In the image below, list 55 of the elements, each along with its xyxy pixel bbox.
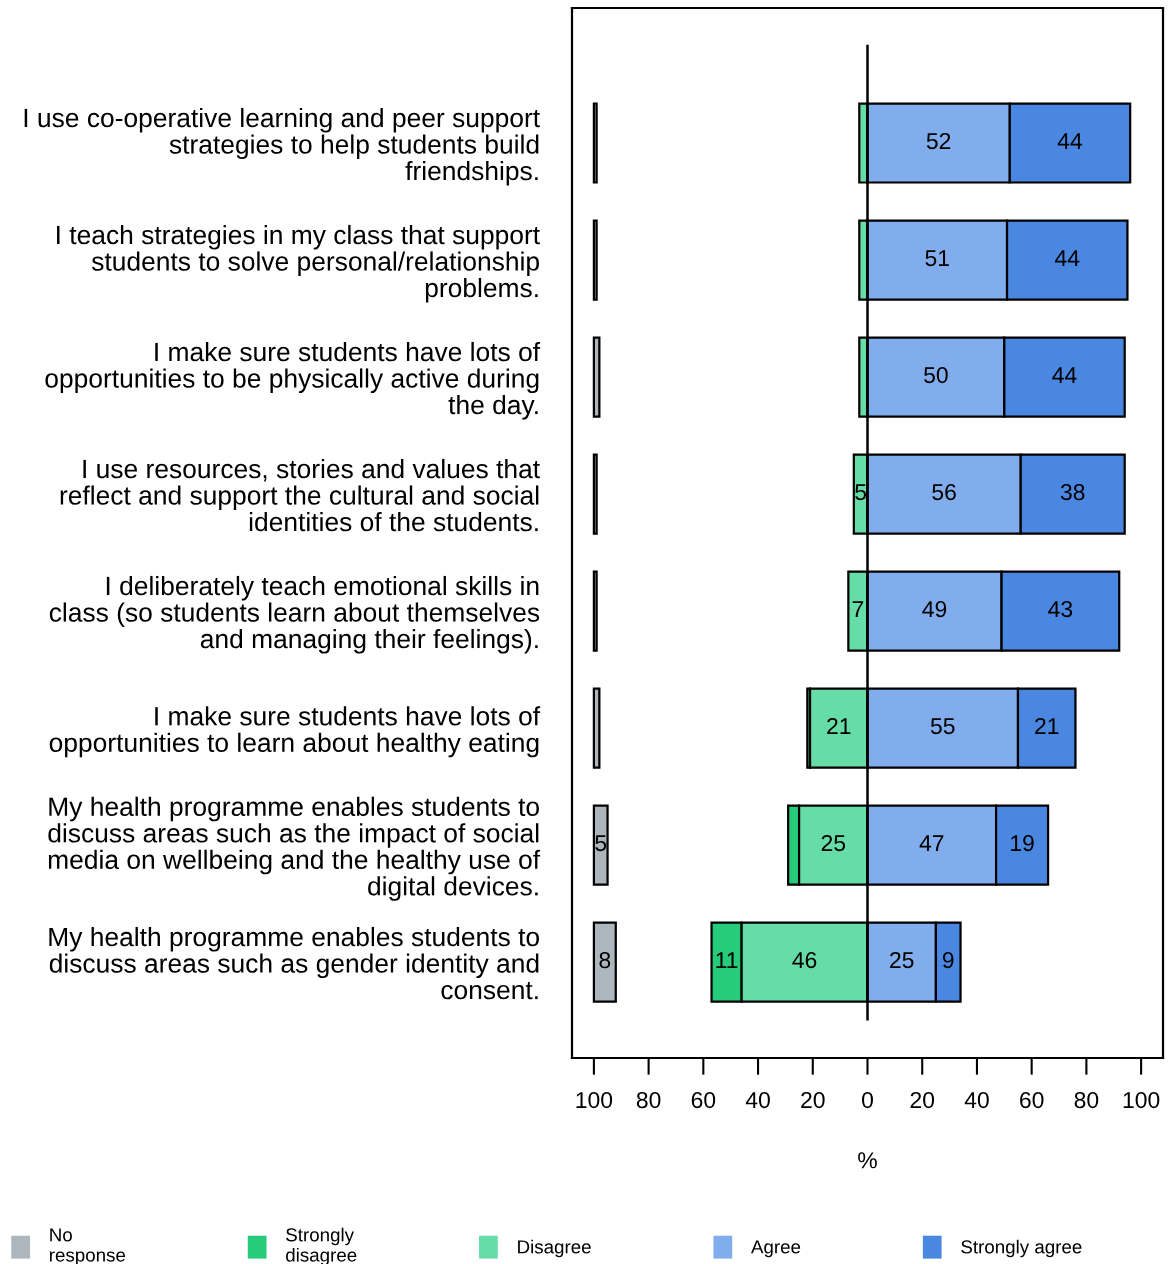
data-label: 44	[1057, 133, 1083, 149]
data-label: 5	[595, 835, 607, 852]
y-tick-label: I make sure students have lots of opportunities to learn about healthy eating	[49, 706, 541, 758]
x-axis-title: %	[858, 1152, 877, 1169]
data-label: 55	[930, 718, 955, 735]
x-tick-label: 60	[691, 1091, 716, 1109]
x-tick-label: 20	[801, 1091, 825, 1109]
x-tick-label: 20	[910, 1091, 935, 1109]
x-tick-label: 40	[745, 1091, 770, 1109]
bar	[592, 804, 609, 886]
data-label: 8	[599, 951, 611, 969]
data-label: 51	[925, 250, 949, 267]
x-tick-label: 100	[576, 1091, 613, 1109]
bar	[592, 687, 601, 769]
y-tick-label: I deliberately teach emotional skills in class (so students learn about themselves and managing their feelings).	[49, 575, 540, 654]
data-label: 44	[1055, 250, 1080, 266]
y-tick-label: I use co-operative learning and peer support strategies to help students build friendships.	[24, 107, 540, 186]
data-label: 25	[821, 834, 846, 852]
legend-label: Agree	[750, 1240, 801, 1258]
data-label: 5	[855, 484, 867, 501]
x-tick-label: 80	[1074, 1091, 1099, 1109]
data-label: 21	[827, 717, 851, 734]
data-label: 52	[926, 132, 951, 150]
data-label: 50	[924, 366, 948, 384]
y-tick-label: My health programme enables students to discuss areas such as the impact of social media on wellbeing and the healthy use of digital devices.	[48, 796, 541, 901]
data-label: 47	[919, 835, 944, 851]
y-tick-label: My health programme enables students to discuss areas such as gender identity and consent.	[49, 926, 539, 1000]
y-tick-label: I make sure students have lots of opportunities to be physically active during the day.	[45, 341, 541, 420]
x-tick-label: 60	[1020, 1091, 1044, 1109]
data-label: 21	[1035, 717, 1059, 734]
y-tick-label: I use resources, stories and values that reflect and support the cultural and social identities of the students.	[60, 458, 540, 532]
data-label: 25	[890, 951, 914, 969]
data-label: 9	[942, 951, 954, 969]
y-tick-label: I teach strategies in my class that support students to solve personal/relationship problems.	[57, 224, 540, 303]
legend-label: Strongly agree	[961, 1239, 1082, 1258]
legend-label: Disagree	[518, 1239, 591, 1258]
bar	[592, 570, 598, 652]
data-label: 56	[932, 483, 956, 501]
data-label: 7	[852, 601, 864, 617]
bar	[592, 219, 598, 301]
bar	[592, 921, 617, 1003]
x-tick-label: 100	[1123, 1091, 1160, 1109]
data-label: 43	[1048, 600, 1073, 618]
data-label: 38	[1060, 483, 1085, 501]
data-label: 49	[922, 600, 947, 618]
bar	[592, 453, 598, 535]
data-label: 46	[792, 951, 817, 969]
x-tick-label: 40	[964, 1091, 989, 1109]
data-label: 11	[716, 952, 738, 968]
bar	[592, 336, 601, 418]
data-label: 19	[1011, 834, 1034, 852]
bar	[592, 102, 598, 184]
x-tick-label: 80	[636, 1091, 661, 1109]
data-label: 44	[1052, 367, 1077, 383]
x-tick-label: 0	[862, 1091, 873, 1109]
